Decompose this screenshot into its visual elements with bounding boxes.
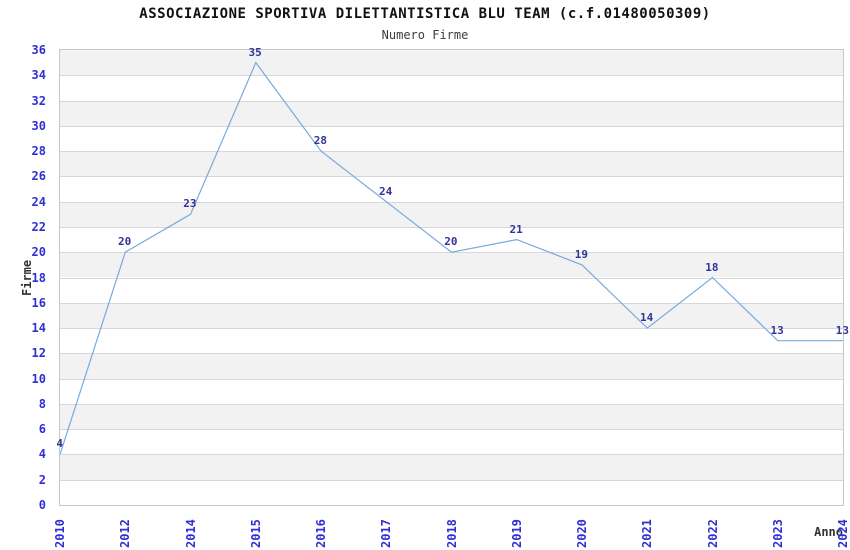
chart-title: ASSOCIAZIONE SPORTIVA DILETTANTISTICA BL… (139, 6, 711, 22)
grid-band (60, 454, 843, 480)
x-tick-label: 2019 (509, 519, 524, 548)
data-point-label: 21 (509, 222, 523, 236)
data-point-label: 23 (183, 197, 197, 211)
gridline (60, 100, 843, 102)
data-point-label: 19 (574, 247, 588, 261)
y-tick-label: 16 (31, 295, 46, 310)
grid-band (60, 75, 843, 101)
y-tick-label: 24 (31, 194, 46, 209)
gridline (60, 75, 843, 77)
chart-subtitle: Numero Firme (381, 28, 469, 42)
data-point-label: 13 (770, 323, 784, 337)
data-point-label: 24 (378, 184, 393, 198)
grid-band (60, 252, 843, 278)
x-tick-label: 2023 (770, 519, 785, 548)
y-tick-label: 28 (31, 144, 46, 159)
gridline (60, 378, 843, 380)
gridline (60, 277, 843, 279)
grid-band (60, 429, 843, 455)
x-tick-label: 2015 (248, 519, 263, 548)
gridline (60, 226, 843, 228)
y-tick-label: 10 (31, 371, 46, 386)
y-tick-label: 2 (38, 472, 46, 487)
y-tick-label: 4 (38, 447, 46, 462)
x-tick-label: 2016 (314, 519, 328, 548)
line-plot (60, 61, 843, 455)
y-tick-label: 20 (31, 245, 46, 260)
grid-band (60, 226, 843, 253)
x-tick-label: 2020 (575, 519, 589, 548)
y-tick-label: 34 (31, 68, 46, 83)
grid-band (60, 176, 843, 202)
grid-band (60, 100, 843, 126)
y-tick-label: 0 (38, 498, 46, 512)
grid-band (60, 403, 843, 430)
data-point-label: 20 (117, 235, 132, 249)
x-tick-label: 2018 (444, 519, 459, 548)
y-tick-label: 8 (38, 396, 46, 411)
grid-band (60, 151, 843, 177)
gridline (60, 403, 843, 405)
gridline (60, 454, 843, 456)
data-point-label: 28 (313, 134, 327, 148)
data-point-label: 14 (639, 311, 654, 325)
y-tick-label: 22 (31, 219, 46, 234)
data-point-label: 18 (705, 260, 719, 274)
plot-area: 4 20 23 35 28 24 20 21 19 14 18 13 13 (56, 45, 849, 506)
x-tick-label: 2024 (836, 519, 850, 548)
grid-band (60, 378, 843, 404)
x-tick-label: 2022 (705, 519, 720, 548)
gridline (60, 328, 843, 330)
grid-band (60, 277, 843, 303)
x-axis-title: Anno (814, 525, 843, 539)
x-tick-label: 2014 (183, 519, 198, 548)
gridline (60, 479, 843, 481)
grid-band (60, 328, 843, 354)
gridline (60, 176, 843, 178)
data-point-label: 4 (56, 437, 63, 451)
gridline (60, 353, 843, 355)
x-tick-label: 2012 (118, 519, 133, 548)
x-tick-label: 2010 (53, 519, 67, 548)
data-line (60, 61, 843, 455)
data-point-label: 35 (248, 45, 262, 59)
y-tick-label: 30 (31, 118, 46, 133)
grid-band (60, 50, 843, 76)
grid-band (60, 353, 843, 379)
y-tick-label: 12 (31, 346, 46, 361)
y-tick-label: 26 (31, 169, 46, 184)
grid-band (60, 125, 843, 152)
gridline (60, 201, 843, 203)
grid-band (60, 479, 843, 505)
data-point-label: 13 (835, 323, 849, 337)
y-tick-label: 18 (31, 270, 46, 285)
grid-band (60, 302, 843, 329)
y-tick-label: 14 (31, 321, 46, 336)
y-tick-label: 32 (31, 93, 46, 108)
gridline (60, 151, 843, 153)
data-point-label: 20 (444, 235, 458, 249)
gridline (60, 429, 843, 431)
x-tick-label: 2021 (640, 519, 655, 548)
x-tick-label: 2017 (379, 519, 394, 548)
y-tick-label: 6 (38, 422, 46, 437)
y-tick-label: 36 (31, 43, 46, 57)
gridline (60, 125, 843, 127)
gridline (60, 302, 843, 304)
